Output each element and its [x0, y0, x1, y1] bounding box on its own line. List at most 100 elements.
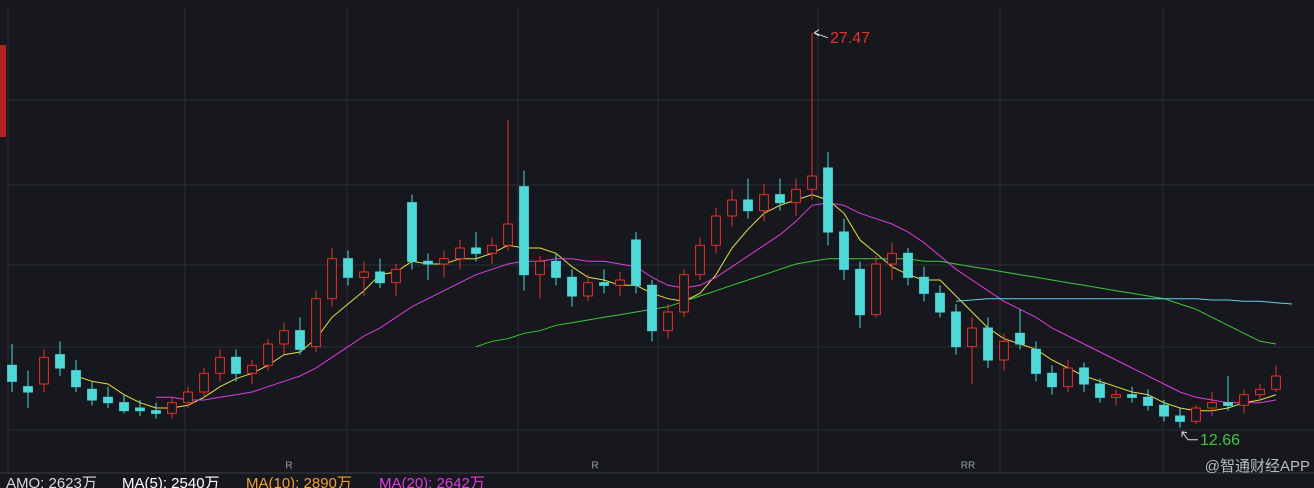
- candle-body: [807, 175, 817, 190]
- candle-body: [1047, 372, 1057, 388]
- candle-body: [727, 199, 737, 217]
- annotation-arrow: [813, 29, 829, 39]
- marker-label: R: [591, 461, 598, 472]
- ma-line: [75, 194, 1277, 412]
- candle-body: [167, 402, 177, 414]
- candle-body: [503, 223, 513, 246]
- candle-body: [119, 402, 129, 412]
- candle-body: [375, 271, 385, 284]
- candle-body: [103, 396, 113, 404]
- candle-body: [295, 330, 305, 350]
- candle-body: [1063, 367, 1073, 388]
- high-label: 27.47: [830, 30, 870, 47]
- indicator-text: AMO: 2623万: [6, 475, 97, 488]
- candle-body: [1031, 348, 1041, 374]
- candle-body: [279, 330, 289, 345]
- candle-body: [183, 391, 193, 404]
- candle-body: [55, 354, 65, 369]
- candle-body: [311, 298, 321, 348]
- candle-body: [87, 388, 97, 401]
- candle-body: [695, 244, 705, 276]
- candle-body: [871, 263, 881, 316]
- candle-body: [439, 258, 449, 265]
- watermark: @智通财经APP: [1205, 457, 1310, 475]
- indicator-text: MA(10): 2890万: [246, 475, 352, 488]
- candle-body: [711, 215, 721, 246]
- candle-body: [647, 284, 657, 332]
- candle-body: [615, 279, 625, 286]
- candle-body: [359, 271, 369, 278]
- candle-body: [679, 274, 689, 313]
- candle-body: [1127, 394, 1137, 398]
- candle-body: [215, 356, 225, 374]
- candle-body: [487, 244, 497, 254]
- candle-body: [1207, 402, 1217, 409]
- indicator-text: MA(5): 2540万: [122, 475, 220, 488]
- ma-line: [955, 298, 1293, 305]
- candle-body: [743, 199, 753, 212]
- candle-body: [983, 327, 993, 361]
- candle-body: [263, 343, 273, 366]
- candle-body: [951, 311, 961, 348]
- candle-body: [391, 268, 401, 284]
- candle-body: [231, 356, 241, 374]
- candle-body: [199, 372, 209, 393]
- candle-body: [1015, 332, 1025, 345]
- side-tab: [0, 45, 6, 137]
- candle-body: [823, 167, 833, 233]
- candle-body: [471, 247, 481, 254]
- candle-body: [23, 386, 33, 393]
- candle-body: [1175, 415, 1185, 422]
- ma-line: [156, 202, 1277, 404]
- candle-body: [967, 327, 977, 348]
- candle-body: [1079, 367, 1089, 385]
- candle-body: [903, 252, 913, 278]
- candle-body: [39, 356, 49, 385]
- candle-body: [1271, 375, 1281, 390]
- candle-body: [407, 202, 417, 262]
- candle-body: [519, 186, 529, 276]
- candle-body: [1255, 388, 1265, 396]
- low-label: 12.66: [1200, 432, 1240, 449]
- candle-body: [759, 194, 769, 212]
- candle-body: [999, 340, 1009, 361]
- candle-body: [1159, 404, 1169, 417]
- candle-body: [71, 370, 81, 388]
- candle-body: [1239, 394, 1249, 406]
- grid: [7, 8, 1314, 472]
- marker-label: R: [285, 461, 292, 472]
- candle-body: [1095, 383, 1105, 398]
- candle-body: [583, 282, 593, 297]
- candle-body: [135, 407, 145, 412]
- candle-body: [327, 258, 337, 300]
- candle-body: [247, 364, 257, 374]
- candle-body: [775, 194, 785, 204]
- candle-body: [935, 292, 945, 313]
- candle-body: [1143, 396, 1153, 406]
- candle-body: [839, 231, 849, 270]
- candle-body: [855, 268, 865, 316]
- candle-body: [1111, 394, 1121, 398]
- candle-body: [151, 410, 161, 414]
- candle-body: [343, 258, 353, 278]
- candle-body: [423, 260, 433, 265]
- candle-body: [631, 239, 641, 286]
- candle-body: [1223, 402, 1233, 406]
- candle-body: [535, 260, 545, 276]
- candle-body: [1191, 407, 1201, 422]
- candle-body: [551, 260, 561, 278]
- candle-body: [887, 252, 897, 265]
- annotation-arrow: [1181, 431, 1198, 441]
- candle-body: [919, 276, 929, 294]
- candle-body: [599, 282, 609, 286]
- candle-body: [455, 247, 465, 260]
- candle-body: [791, 188, 801, 204]
- indicator-text: MA(20): 2642万: [379, 475, 485, 488]
- candle-body: [663, 311, 673, 332]
- candle-body: [7, 364, 17, 382]
- candle-body: [567, 276, 577, 297]
- marker-label: RR: [961, 461, 975, 472]
